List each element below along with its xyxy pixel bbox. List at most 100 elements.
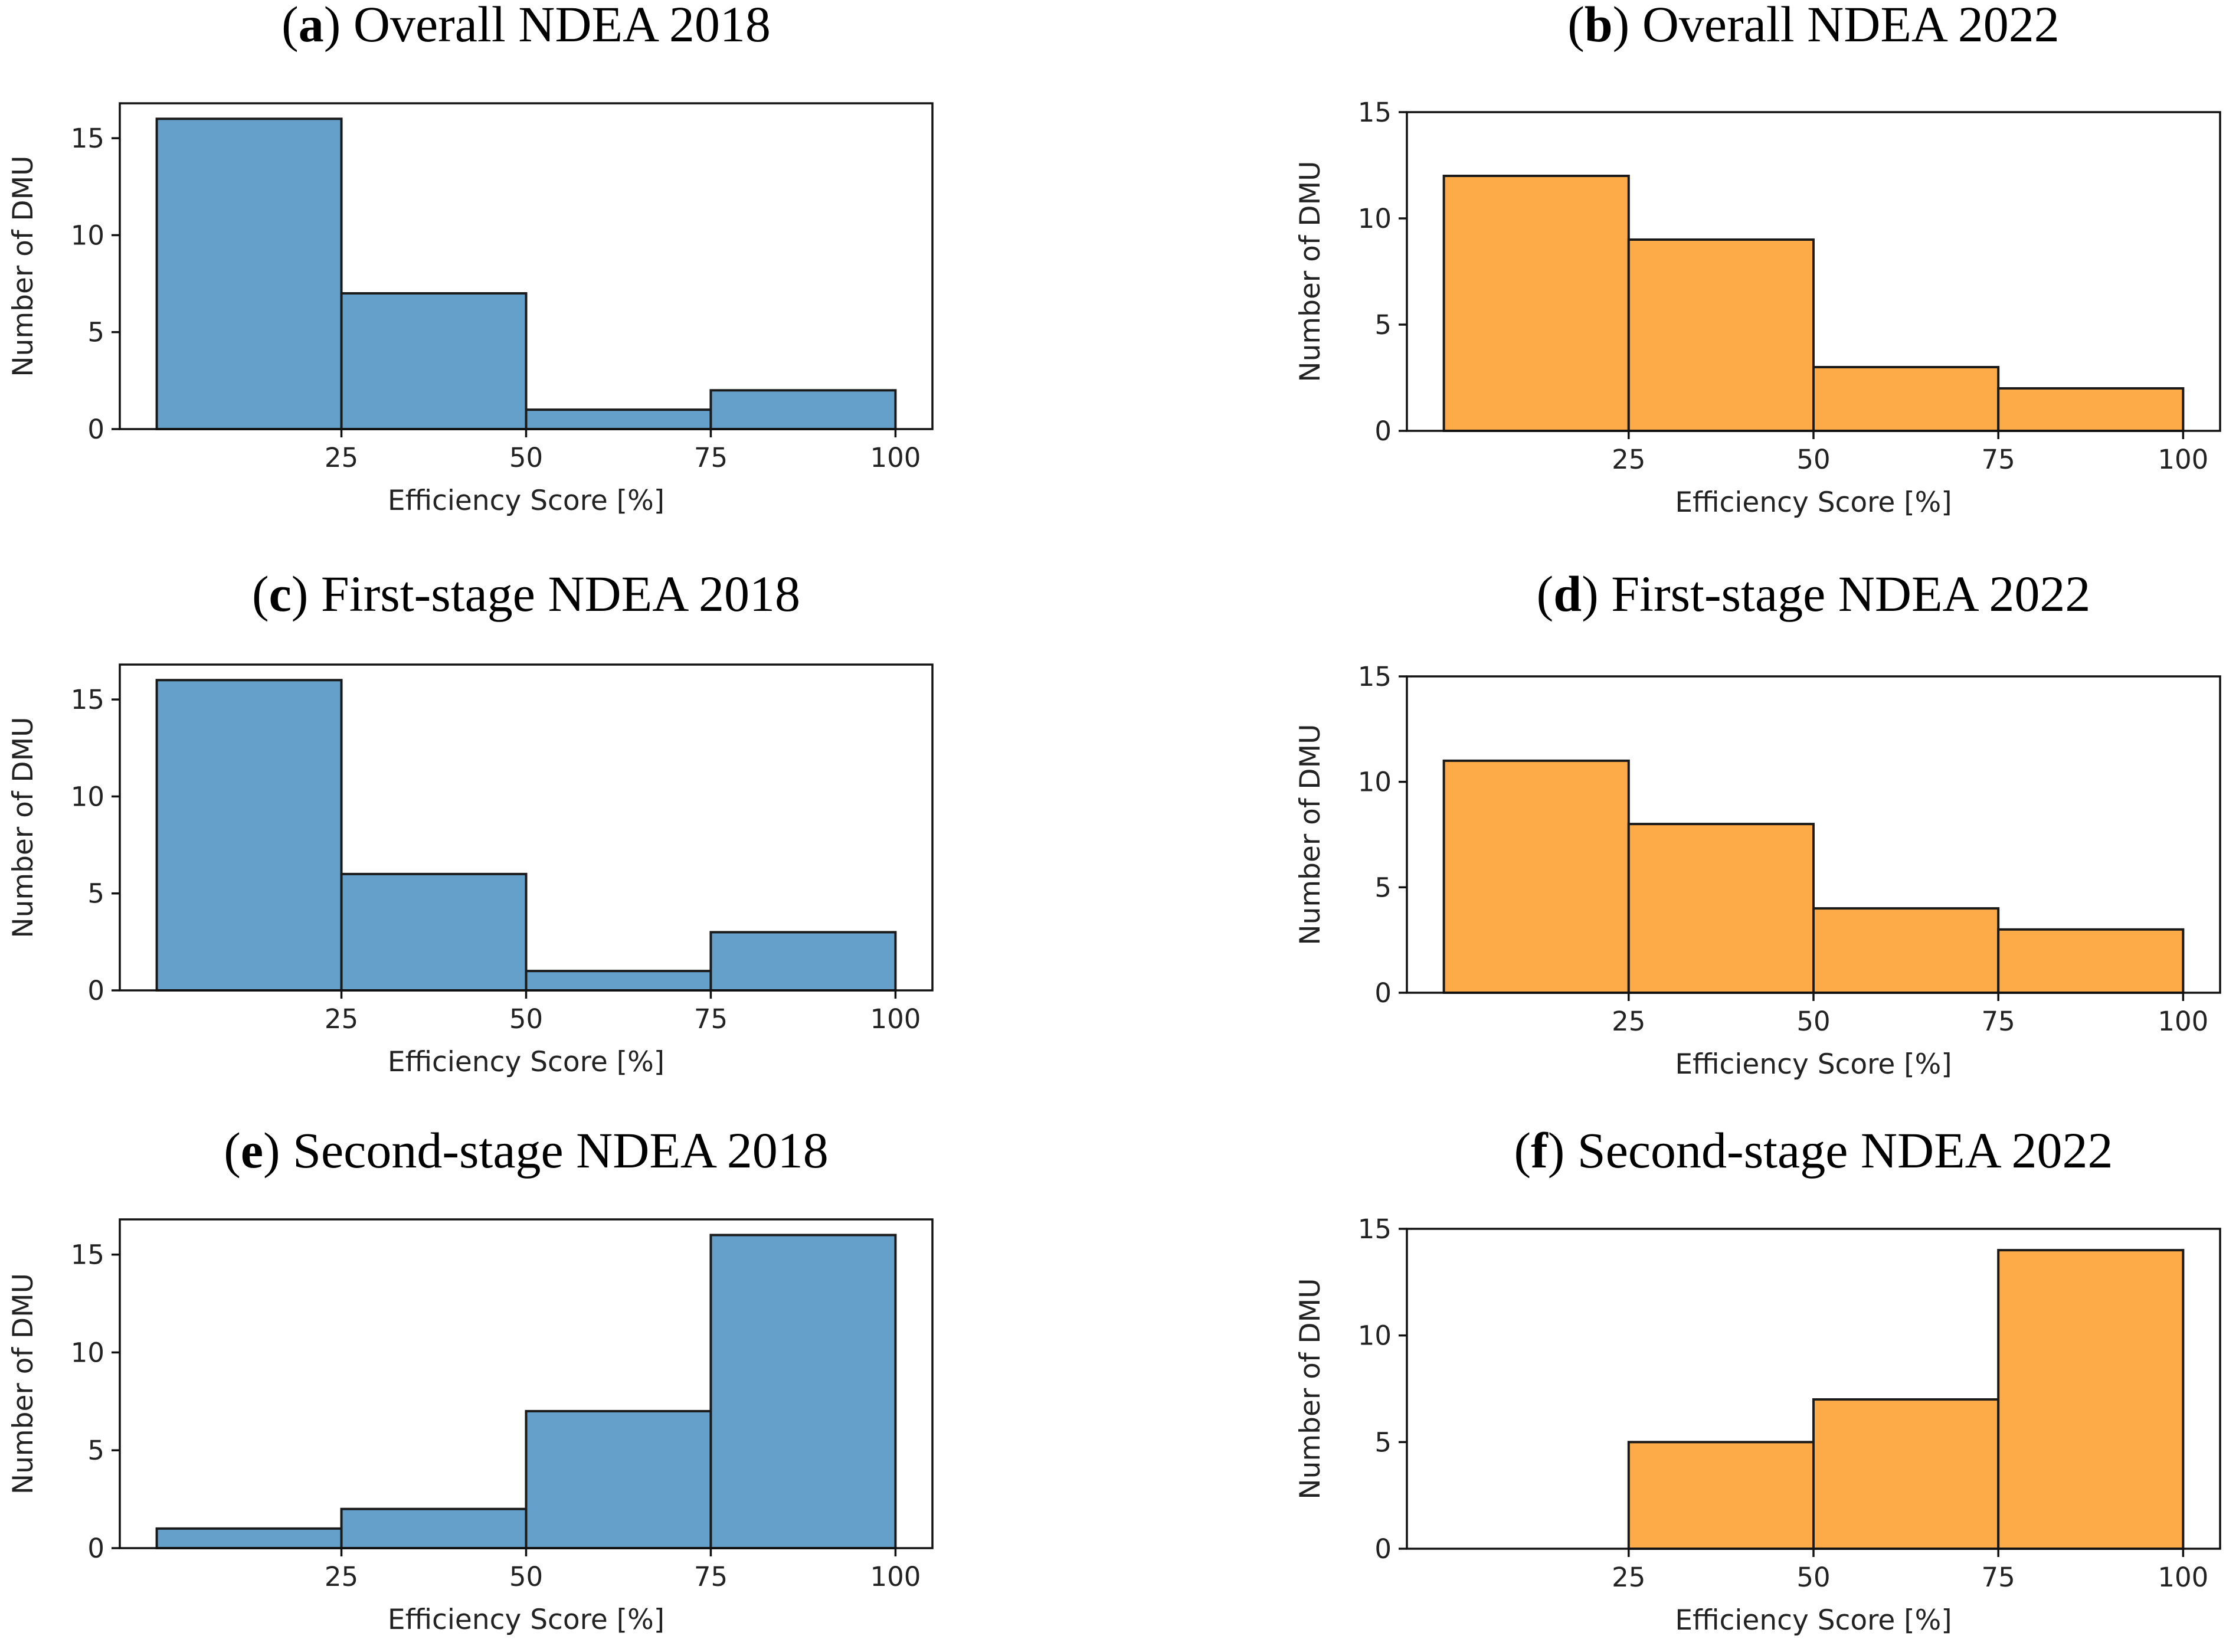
histogram-bar [1812, 907, 2000, 994]
panel-title: (c) First-stage NDEA 2018 [252, 565, 800, 622]
y-tick-label: 5 [87, 878, 104, 910]
title-paren-close: ) [263, 1122, 293, 1179]
histogram-bar [1627, 823, 1815, 994]
histogram-bar [1997, 1249, 2185, 1550]
x-tick-label: 50 [1796, 1006, 1830, 1037]
title-text: Second-stage NDEA 2022 [1577, 1122, 2113, 1179]
panel-letter: e [241, 1122, 263, 1179]
histogram-bar [1442, 175, 1630, 432]
y-tick-label: 15 [1358, 97, 1392, 128]
y-tick-label: 5 [87, 1435, 104, 1466]
y-axis-label: Number of DMU [7, 1273, 40, 1494]
x-tick-label: 50 [1796, 444, 1830, 475]
x-axis-label: Efficiency Score [%] [388, 1046, 664, 1078]
x-tick-label: 75 [694, 442, 728, 473]
histogram-bar [1627, 1441, 1815, 1550]
x-tick-label: 75 [694, 1561, 728, 1592]
title-text: First-stage NDEA 2022 [1611, 565, 2090, 622]
y-tick-label: 5 [1374, 872, 1392, 903]
panel-letter: b [1585, 0, 1613, 53]
panel-letter: d [1553, 565, 1582, 622]
y-tick-label: 5 [1374, 309, 1392, 341]
panel-title: (d) First-stage NDEA 2022 [1537, 565, 2091, 622]
title-paren-close: ) [292, 565, 321, 622]
histogram-bar [709, 931, 897, 992]
title-text: Overall NDEA 2022 [1642, 0, 2060, 53]
histogram-bar [525, 408, 712, 431]
x-tick-label: 100 [2158, 444, 2208, 475]
x-tick-label: 25 [325, 1003, 358, 1035]
chart-panel-d: (d) First-stage NDEA 2022 25 50 75 100 0 5 10 15… [1294, 565, 2221, 1081]
y-tick-label: 0 [87, 414, 104, 445]
histogram-bar [1812, 1398, 2000, 1550]
y-tick-label: 10 [71, 1337, 104, 1368]
x-axis-label: Efficiency Score [%] [388, 1604, 664, 1636]
x-tick-label: 25 [1612, 1562, 1645, 1593]
y-tick-label: 15 [71, 684, 104, 715]
y-tick-label: 10 [71, 220, 104, 251]
x-tick-label: 100 [2158, 1006, 2208, 1037]
x-axis-label: Efficiency Score [%] [1675, 1604, 1952, 1637]
histogram-bar [709, 1234, 897, 1550]
panel-title: (f) Second-stage NDEA 2022 [1514, 1122, 2113, 1179]
panel-letter: c [269, 565, 292, 622]
panel-title: (e) Second-stage NDEA 2018 [224, 1122, 829, 1179]
y-tick-label: 0 [87, 1533, 104, 1564]
y-axis-label: Number of DMU [1294, 724, 1327, 945]
histogram-bar [1997, 928, 2185, 995]
y-axis-label: Number of DMU [1294, 161, 1327, 382]
y-tick-label: 5 [1374, 1427, 1392, 1458]
chart-panel-b: (b) Overall NDEA 2022 25 50 75 100 0 5 10 15 Effi… [1294, 0, 2221, 519]
title-paren-open: ( [252, 565, 269, 622]
title-paren-open: ( [1537, 565, 1554, 622]
y-tick-label: 10 [1358, 203, 1392, 234]
histogram-bar [155, 1527, 343, 1549]
chart-panel-e: (e) Second-stage NDEA 2018 25 50 75 100 0 5 10 1… [7, 1122, 934, 1636]
title-text: Overall NDEA 2018 [353, 0, 771, 53]
chart-panel-a: (a) Overall NDEA 2018 25 50 75 100 0 5 10 15 Effi… [7, 0, 934, 517]
y-tick-label: 5 [87, 317, 104, 348]
histogram-bar [525, 1409, 712, 1550]
histogram-bar [340, 1507, 528, 1549]
x-tick-label: 50 [509, 1561, 543, 1592]
panel-letter: f [1531, 1122, 1549, 1179]
x-axis-label: Efficiency Score [%] [388, 485, 664, 517]
histogram-bar [155, 679, 343, 992]
chart-panel-c: (c) First-stage NDEA 2018 25 50 75 100 0 5 10 15… [7, 565, 934, 1078]
x-tick-label: 75 [1982, 1562, 2015, 1593]
title-paren-close: ) [324, 0, 353, 53]
panel-title: (b) Overall NDEA 2022 [1567, 0, 2060, 53]
x-axis-label: Efficiency Score [%] [1675, 1048, 1952, 1081]
x-tick-label: 75 [1982, 1006, 2015, 1037]
x-tick-label: 100 [870, 1561, 921, 1592]
x-tick-label: 25 [325, 442, 358, 473]
histogram-bar [1627, 238, 1815, 432]
title-paren-close: ) [1548, 1122, 1577, 1179]
x-tick-label: 50 [1796, 1562, 1830, 1593]
y-tick-label: 15 [1358, 661, 1392, 692]
x-tick-label: 100 [870, 442, 921, 473]
x-tick-label: 25 [1612, 1006, 1645, 1037]
y-tick-label: 10 [1358, 767, 1392, 798]
histogram-bar [1997, 387, 2185, 432]
chart-panel-f: (f) Second-stage NDEA 2022 25 50 75 100 0 5 10 1… [1294, 1122, 2221, 1637]
y-tick-label: 0 [1374, 977, 1392, 1009]
y-axis-label: Number of DMU [7, 155, 40, 377]
histogram-bar [340, 872, 528, 992]
y-axis-label: Number of DMU [7, 717, 40, 938]
x-tick-label: 100 [870, 1003, 921, 1035]
title-paren-open: ( [224, 1122, 241, 1179]
y-tick-label: 15 [71, 1239, 104, 1271]
x-tick-label: 50 [509, 1003, 543, 1035]
x-tick-label: 25 [1612, 444, 1645, 475]
x-tick-label: 100 [2158, 1562, 2208, 1593]
x-tick-label: 75 [694, 1003, 728, 1035]
y-axis-label: Number of DMU [1294, 1278, 1327, 1499]
histogram-bar [155, 117, 343, 431]
y-tick-label: 10 [1358, 1320, 1392, 1352]
title-paren-open: ( [281, 0, 299, 53]
x-tick-label: 50 [509, 442, 543, 473]
y-tick-label: 15 [1358, 1213, 1392, 1245]
title-paren-close: ) [1582, 565, 1611, 622]
